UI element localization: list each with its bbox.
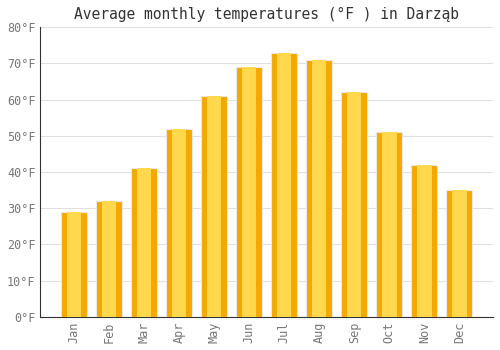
Bar xyxy=(207,96,222,317)
Bar xyxy=(242,67,256,317)
Bar xyxy=(67,212,81,317)
Bar xyxy=(306,60,332,317)
Bar xyxy=(166,129,192,317)
Bar xyxy=(312,60,326,317)
Bar xyxy=(382,132,396,317)
Bar xyxy=(347,92,362,317)
Bar xyxy=(277,52,291,317)
Bar xyxy=(201,96,228,317)
Bar xyxy=(417,165,432,317)
Bar xyxy=(341,92,367,317)
Title: Average monthly temperatures (°F ) in Darząb: Average monthly temperatures (°F ) in Da… xyxy=(74,7,459,22)
Bar xyxy=(137,168,152,317)
Bar xyxy=(411,165,438,317)
Bar xyxy=(172,129,186,317)
Bar xyxy=(376,132,402,317)
Bar xyxy=(61,212,87,317)
Bar xyxy=(131,168,157,317)
Bar xyxy=(452,190,466,317)
Bar xyxy=(96,201,122,317)
Bar xyxy=(102,201,117,317)
Bar xyxy=(446,190,472,317)
Bar xyxy=(271,52,297,317)
Bar xyxy=(236,67,262,317)
